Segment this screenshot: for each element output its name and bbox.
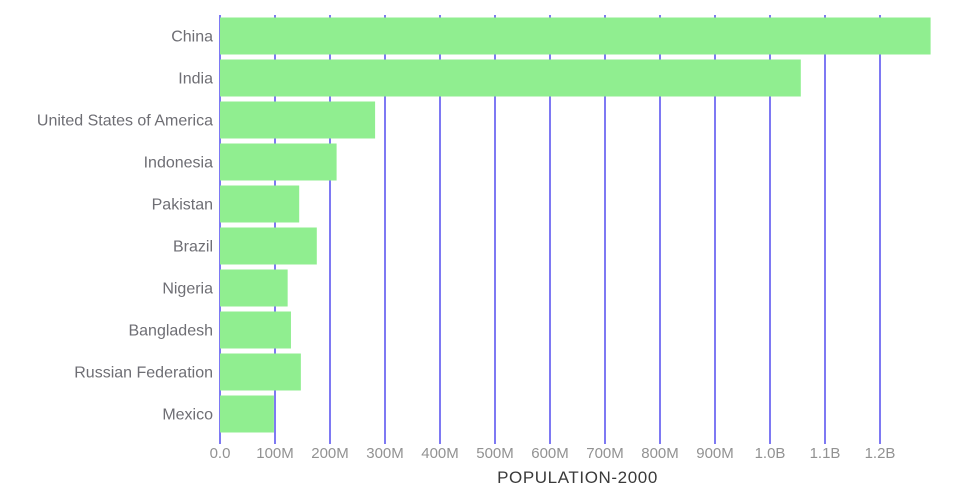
- category-label: United States of America: [37, 113, 213, 130]
- bar-china: [220, 17, 931, 55]
- category-label: Indonesia: [144, 155, 213, 172]
- category-labels-group: China India United States of America Indone…: [37, 29, 213, 424]
- x-tick-label: 800M: [641, 445, 679, 462]
- bar-pakistan: [220, 185, 300, 223]
- bar-nigeria: [220, 269, 288, 307]
- category-label: India: [178, 71, 213, 88]
- bars-group: [220, 17, 931, 433]
- category-label: Pakistan: [152, 197, 213, 214]
- bar-united-states-of-america: [220, 101, 376, 139]
- category-label: Brazil: [173, 239, 213, 256]
- x-tick-label: 1.2B: [865, 445, 896, 462]
- category-label: Russian Federation: [74, 365, 213, 382]
- x-tick-label: 700M: [586, 445, 624, 462]
- x-tick-label: 400M: [421, 445, 459, 462]
- x-tick-label: 1.1B: [810, 445, 841, 462]
- category-label: Bangladesh: [128, 323, 213, 340]
- tick-labels-group: 0.0 100M 200M 300M 400M 500M 600M 700M 800M 900M 1…: [210, 445, 896, 462]
- x-tick-label: 500M: [476, 445, 514, 462]
- category-label: China: [171, 29, 213, 46]
- x-tick-label: 1.0B: [755, 445, 786, 462]
- x-tick-label: 900M: [696, 445, 734, 462]
- bar-brazil: [220, 227, 317, 265]
- bar-mexico: [220, 395, 274, 433]
- bar-india: [220, 59, 801, 97]
- bar-bangladesh: [220, 311, 291, 349]
- bar-indonesia: [220, 143, 337, 181]
- bar-russian-federation: [220, 353, 301, 391]
- x-tick-label: 600M: [531, 445, 569, 462]
- x-tick-label: 100M: [256, 445, 294, 462]
- category-label: Nigeria: [162, 281, 213, 298]
- category-label: Mexico: [162, 407, 213, 424]
- x-tick-label: 200M: [311, 445, 349, 462]
- x-tick-label: 0.0: [210, 445, 231, 462]
- x-axis-title: POPULATION-2000: [497, 468, 658, 487]
- x-tick-label: 300M: [366, 445, 404, 462]
